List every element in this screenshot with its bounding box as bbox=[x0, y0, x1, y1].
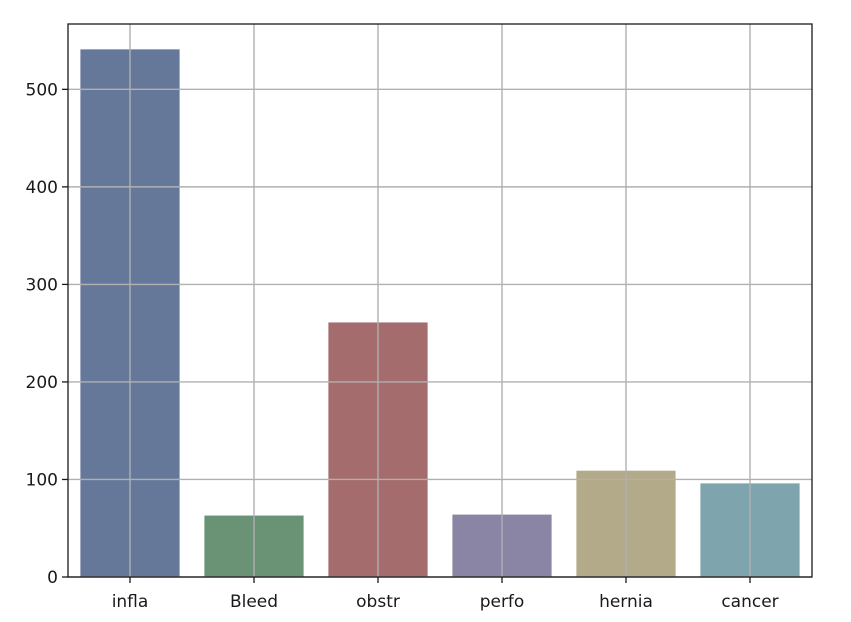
x-tick-label-obstr: obstr bbox=[356, 592, 400, 612]
ticks bbox=[62, 88, 751, 583]
bars bbox=[80, 49, 800, 577]
y-tick-label: 300 bbox=[26, 275, 58, 295]
x-tick-labels: infla Bleed obstr perfo hernia cancer bbox=[112, 592, 779, 612]
plot-frame bbox=[67, 23, 813, 578]
y-tick-label: 0 bbox=[47, 568, 58, 588]
y-tick-label: 500 bbox=[26, 80, 58, 100]
x-tick-label-hernia: hernia bbox=[599, 592, 653, 612]
x-tick-label-bleed: Bleed bbox=[230, 592, 278, 612]
x-tick-label-cancer: cancer bbox=[721, 592, 778, 612]
x-tick-label-perfo: perfo bbox=[480, 592, 525, 612]
y-tick-labels: 0 100 200 300 400 500 bbox=[26, 80, 58, 588]
y-tick-label: 100 bbox=[26, 470, 58, 490]
y-tick-label: 400 bbox=[26, 178, 58, 198]
x-tick-label-infla: infla bbox=[112, 592, 149, 612]
y-tick-label: 200 bbox=[26, 373, 58, 393]
